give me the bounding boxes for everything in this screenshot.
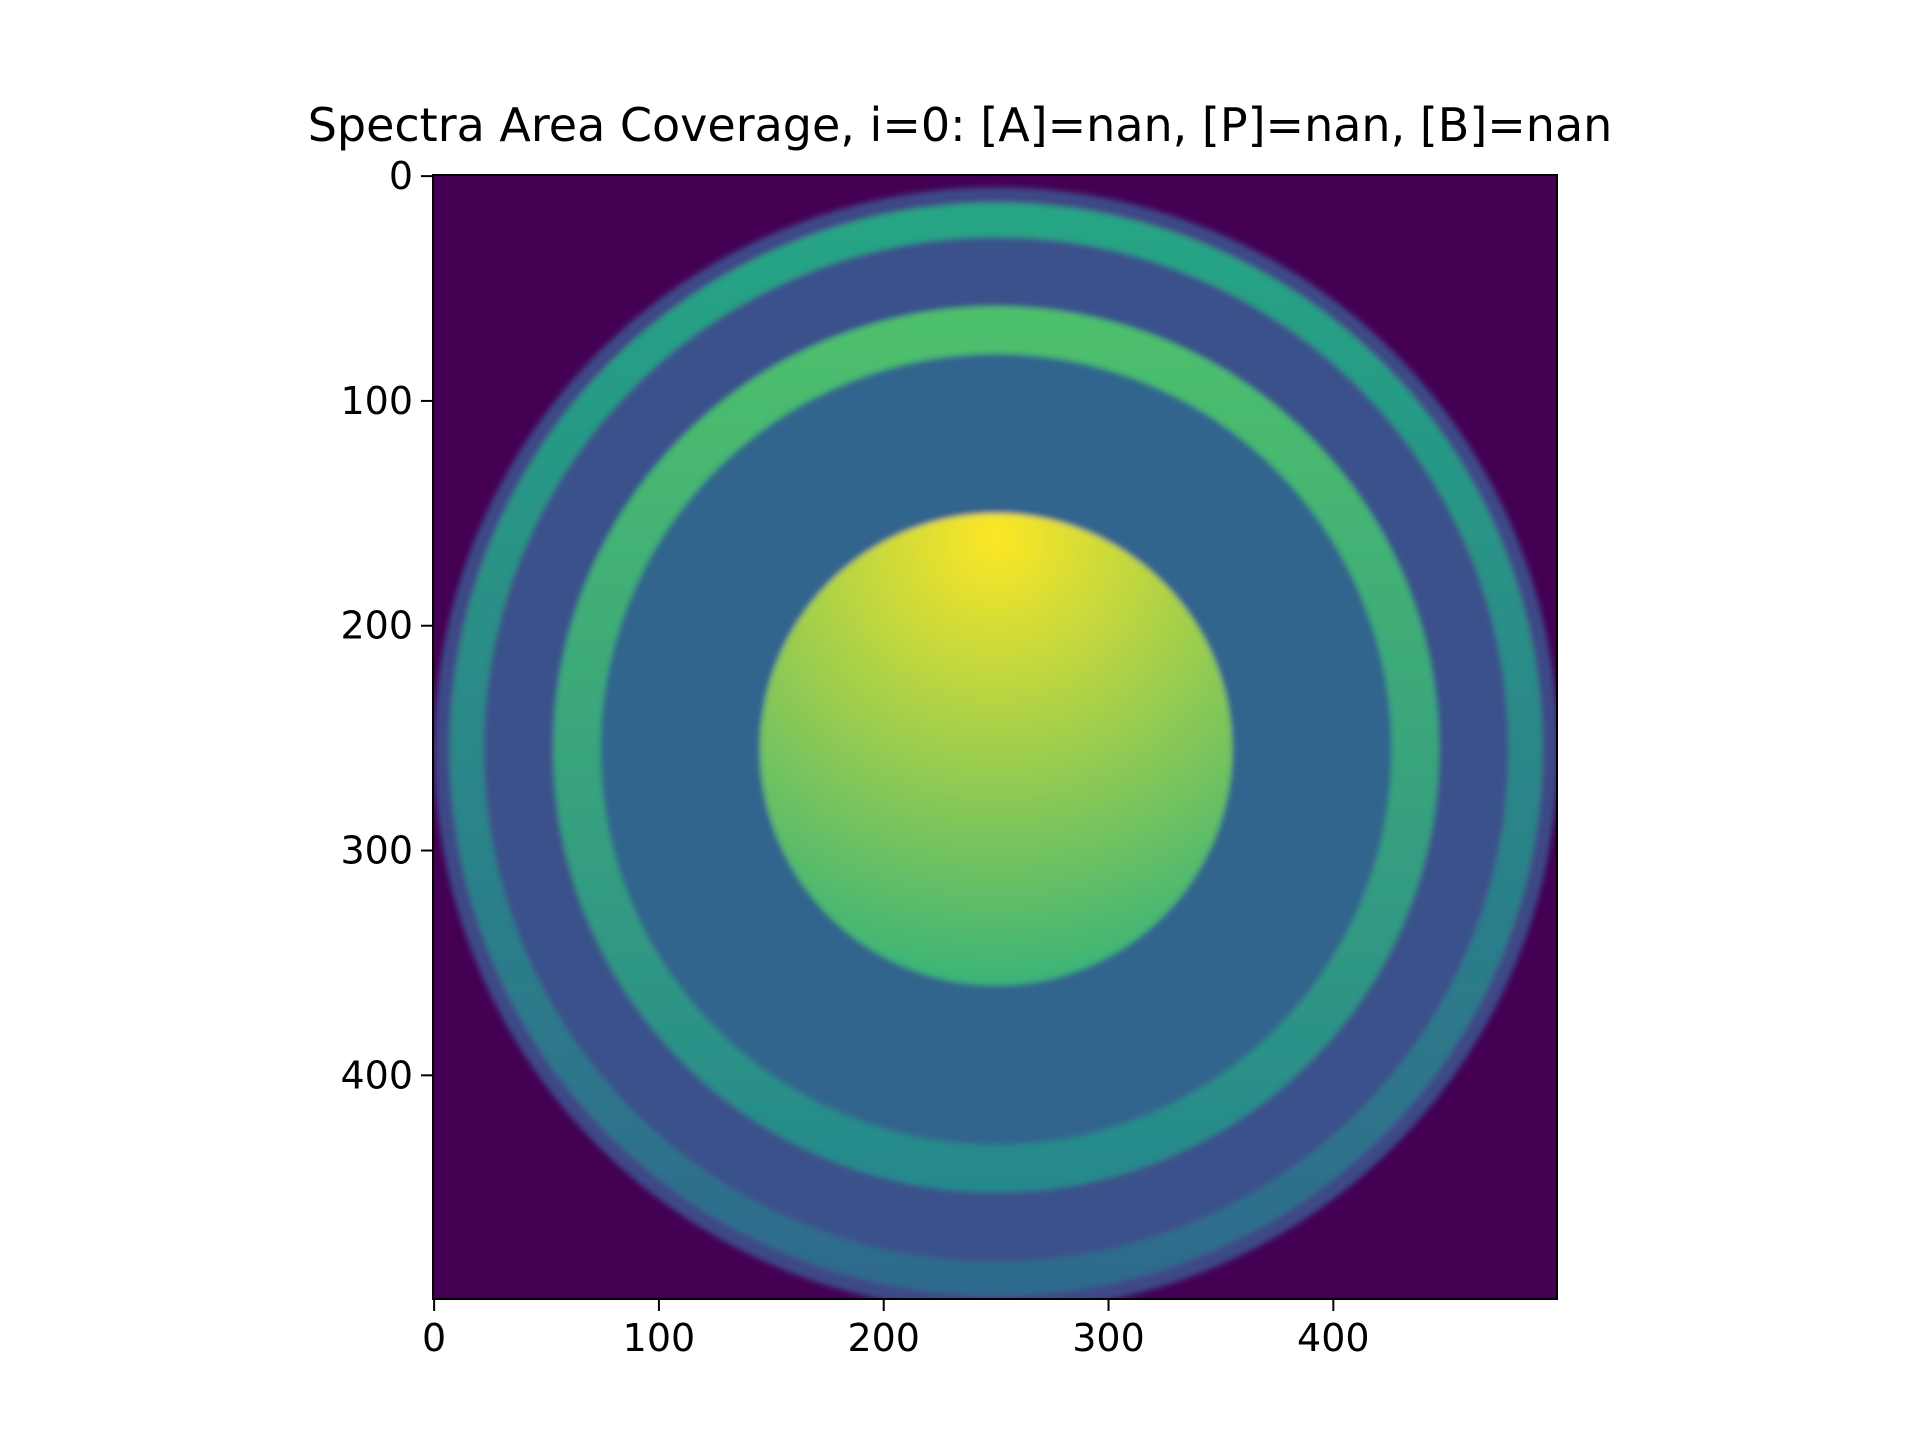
chart-title: Spectra Area Coverage, i=0: [A]=nan, [P]… [307, 98, 1613, 152]
axes-frame [432, 174, 1558, 1300]
x-tick-label: 0 [422, 1316, 446, 1360]
axes: 0 100 200 300 400 0 100 200 300 400 [340, 154, 1558, 1360]
heatmap-image [433, 175, 1557, 1299]
y-tick-label: 100 [340, 379, 413, 423]
y-tick-label: 300 [340, 829, 413, 873]
heatmap-region-core-disk [760, 513, 1233, 986]
y-tick-label: 400 [340, 1053, 413, 1097]
heatmap-rings [434, 187, 1557, 1299]
x-tick-label: 200 [847, 1316, 920, 1360]
x-tick-label: 300 [1072, 1316, 1145, 1360]
y-tick-label: 200 [340, 604, 413, 648]
x-tick-label: 400 [1297, 1316, 1370, 1360]
x-tick-label: 100 [623, 1316, 696, 1360]
y-tick-label: 0 [389, 154, 413, 198]
